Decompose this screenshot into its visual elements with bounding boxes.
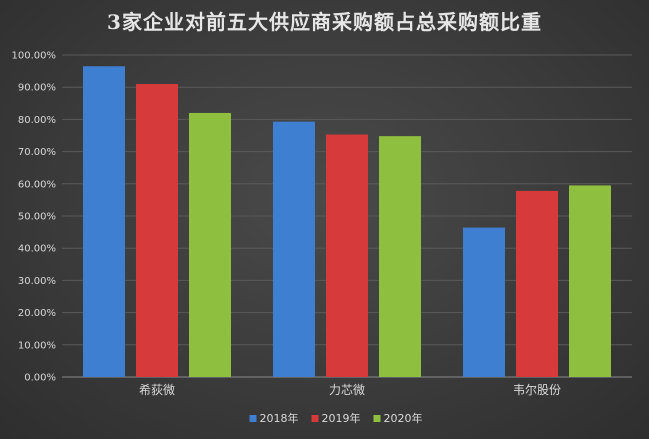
- legend-label: 2018年: [260, 411, 299, 425]
- x-category-label: 希荻微: [139, 382, 175, 397]
- bar: [569, 185, 611, 377]
- y-tick-label: 0.00%: [24, 373, 56, 384]
- bar: [83, 66, 125, 378]
- bar: [379, 136, 421, 377]
- y-tick-label: 30.00%: [18, 276, 56, 287]
- y-tick-label: 50.00%: [18, 212, 56, 223]
- y-tick-label: 70.00%: [18, 147, 56, 158]
- y-tick-label: 10.00%: [18, 340, 56, 351]
- x-category-label: 力芯微: [329, 383, 365, 397]
- bar: [463, 227, 505, 377]
- y-tick-label: 60.00%: [18, 179, 56, 190]
- bar: [136, 83, 178, 377]
- bar: [326, 134, 368, 377]
- legend-label: 2020年: [384, 411, 423, 425]
- chart-title: 3家企业对前五大供应商采购额占总采购额比重: [107, 10, 542, 34]
- bar: [516, 190, 558, 377]
- x-category-label: 韦尔股份: [513, 382, 561, 397]
- legend-label: 2019年: [322, 411, 361, 425]
- bar: [189, 112, 231, 378]
- y-tick-label: 80.00%: [18, 115, 56, 126]
- y-tick-label: 20.00%: [18, 308, 56, 319]
- y-tick-label: 90.00%: [18, 83, 56, 94]
- y-tick-label: 40.00%: [18, 244, 56, 255]
- legend-swatch: [311, 415, 319, 422]
- legend-swatch: [249, 415, 257, 422]
- bar: [273, 121, 315, 378]
- y-tick-label: 100.00%: [12, 51, 57, 62]
- legend-swatch: [373, 415, 381, 422]
